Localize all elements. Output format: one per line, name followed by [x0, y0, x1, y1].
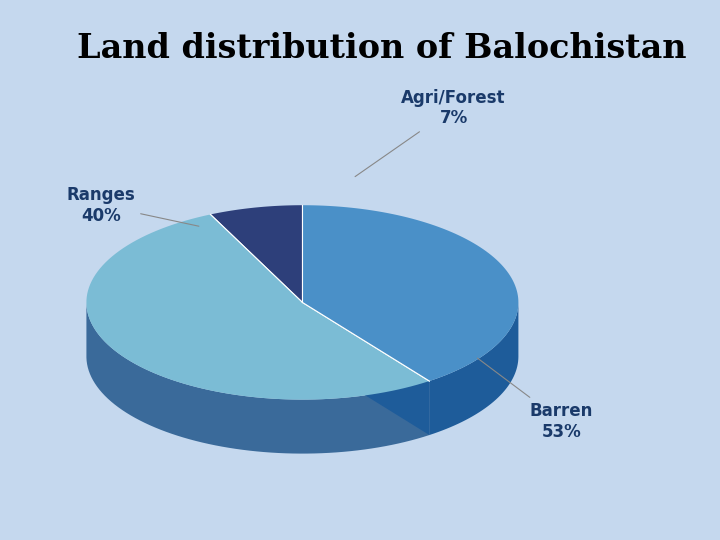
- Text: Land distribution of Balochistan: Land distribution of Balochistan: [77, 32, 686, 65]
- Polygon shape: [86, 303, 429, 454]
- Polygon shape: [302, 302, 429, 435]
- Polygon shape: [86, 214, 429, 400]
- Polygon shape: [210, 205, 302, 302]
- Polygon shape: [302, 205, 518, 381]
- Text: Agri/Forest
7%: Agri/Forest 7%: [355, 89, 506, 177]
- Polygon shape: [429, 303, 518, 435]
- Polygon shape: [302, 302, 429, 435]
- Text: Barren
53%: Barren 53%: [477, 358, 593, 441]
- Text: Ranges
40%: Ranges 40%: [66, 186, 199, 226]
